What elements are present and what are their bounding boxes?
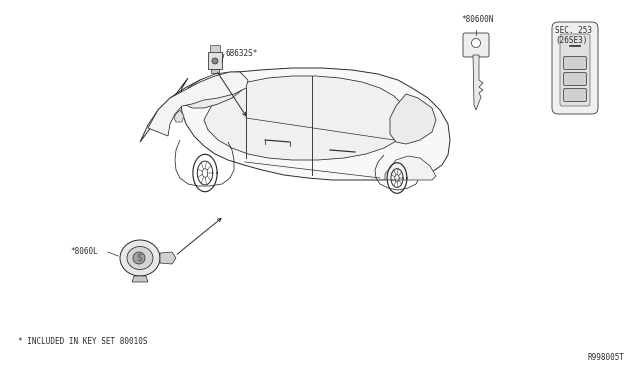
Polygon shape (148, 72, 248, 136)
Ellipse shape (127, 247, 153, 269)
Polygon shape (140, 68, 450, 180)
Polygon shape (208, 52, 222, 69)
Polygon shape (204, 76, 408, 160)
Text: *8060L: *8060L (70, 247, 98, 257)
Text: $: $ (136, 253, 142, 263)
Polygon shape (390, 94, 436, 144)
Circle shape (212, 58, 218, 64)
FancyBboxPatch shape (560, 34, 590, 106)
Polygon shape (211, 69, 219, 73)
FancyBboxPatch shape (552, 22, 598, 114)
FancyBboxPatch shape (563, 73, 586, 86)
Text: SEC. 253
(26SE3): SEC. 253 (26SE3) (555, 26, 592, 45)
FancyBboxPatch shape (563, 57, 586, 70)
Text: * INCLUDED IN KEY SET 80010S: * INCLUDED IN KEY SET 80010S (18, 337, 147, 346)
Polygon shape (385, 156, 436, 180)
Circle shape (472, 38, 481, 48)
Polygon shape (210, 45, 220, 52)
FancyBboxPatch shape (563, 89, 586, 102)
Ellipse shape (120, 240, 160, 276)
Text: *80600N: *80600N (461, 16, 493, 25)
Circle shape (133, 252, 145, 264)
Polygon shape (160, 252, 176, 264)
Text: R998005T: R998005T (587, 353, 624, 362)
FancyBboxPatch shape (463, 33, 489, 57)
Text: 68632S*: 68632S* (226, 49, 259, 58)
Polygon shape (132, 276, 148, 282)
Polygon shape (182, 72, 246, 108)
Polygon shape (473, 55, 483, 110)
Polygon shape (174, 110, 184, 122)
